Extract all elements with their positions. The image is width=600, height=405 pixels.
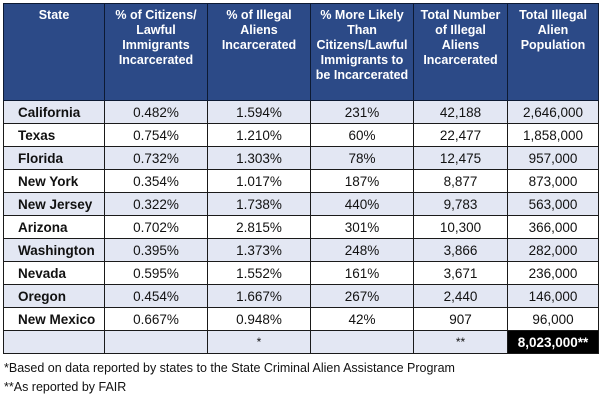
state-cell: New Jersey bbox=[3, 192, 105, 216]
table-cell: 1.017% bbox=[207, 169, 311, 193]
table-cell: 161% bbox=[310, 261, 414, 285]
state-cell: New Mexico bbox=[3, 307, 105, 331]
header-illegal-pct: % of Illegal Aliens Incarcerated bbox=[207, 3, 311, 101]
footnote: *Based on data reported by states to the… bbox=[4, 361, 455, 375]
table-cell: 1.303% bbox=[207, 146, 311, 170]
table-row: California 0.482% 1.594% 231% 42,188 2,6… bbox=[3, 100, 599, 124]
table-cell: 1.210% bbox=[207, 123, 311, 147]
table-cell: 0.482% bbox=[104, 100, 208, 124]
table-cell: 440% bbox=[310, 192, 414, 216]
table-cell: 42,188 bbox=[413, 100, 508, 124]
table-cell: 3,866 bbox=[413, 238, 508, 262]
table-cell: 282,000 bbox=[507, 238, 599, 262]
table-row: Arizona 0.702% 2.815% 301% 10,300 366,00… bbox=[3, 215, 599, 239]
header-row: State % of Citizens/ Lawful Immigrants I… bbox=[3, 3, 599, 101]
grand-total-cell: 8,023,000** bbox=[507, 330, 599, 354]
state-cell: Washington bbox=[3, 238, 105, 262]
state-cell: Oregon bbox=[3, 284, 105, 308]
total-cell: ** bbox=[413, 330, 508, 354]
table-cell: 2,440 bbox=[413, 284, 508, 308]
table-cell: 0.948% bbox=[207, 307, 311, 331]
table-cell: 0.322% bbox=[104, 192, 208, 216]
total-row: * ** 8,023,000** bbox=[3, 330, 599, 354]
table-row: Washington 0.395% 1.373% 248% 3,866 282,… bbox=[3, 238, 599, 262]
table-cell: 8,877 bbox=[413, 169, 508, 193]
table-cell: 563,000 bbox=[507, 192, 599, 216]
footnote: **As reported by FAIR bbox=[4, 380, 127, 394]
header-total-incarcerated: Total Number of Illegal Aliens Incarcera… bbox=[413, 3, 508, 101]
table-row: Florida 0.732% 1.303% 78% 12,475 957,000 bbox=[3, 146, 599, 170]
table-cell: 1.667% bbox=[207, 284, 311, 308]
total-cell bbox=[310, 330, 414, 354]
total-cell: * bbox=[207, 330, 311, 354]
table-cell: 236,000 bbox=[507, 261, 599, 285]
table-cell: 2,646,000 bbox=[507, 100, 599, 124]
table-cell: 2.815% bbox=[207, 215, 311, 239]
table-cell: 1.594% bbox=[207, 100, 311, 124]
table-row: Nevada 0.595% 1.552% 161% 3,671 236,000 bbox=[3, 261, 599, 285]
table-cell: 0.595% bbox=[104, 261, 208, 285]
table-cell: 366,000 bbox=[507, 215, 599, 239]
table-row: Texas 0.754% 1.210% 60% 22,477 1,858,000 bbox=[3, 123, 599, 147]
table-cell: 957,000 bbox=[507, 146, 599, 170]
table-cell: 146,000 bbox=[507, 284, 599, 308]
table-cell: 96,000 bbox=[507, 307, 599, 331]
state-cell: Nevada bbox=[3, 261, 105, 285]
table-cell: 1.373% bbox=[207, 238, 311, 262]
table-cell: 42% bbox=[310, 307, 414, 331]
table-row: New Mexico 0.667% 0.948% 42% 907 96,000 bbox=[3, 307, 599, 331]
table-cell: 9,783 bbox=[413, 192, 508, 216]
table-cell: 22,477 bbox=[413, 123, 508, 147]
table-cell: 873,000 bbox=[507, 169, 599, 193]
table-cell: 267% bbox=[310, 284, 414, 308]
table-cell: 907 bbox=[413, 307, 508, 331]
table-cell: 0.732% bbox=[104, 146, 208, 170]
header-citizens-pct: % of Citizens/ Lawful Immigrants Incarce… bbox=[104, 3, 208, 101]
footnotes: *Based on data reported by states to the… bbox=[4, 359, 455, 397]
state-cell: Arizona bbox=[3, 215, 105, 239]
state-cell: California bbox=[3, 100, 105, 124]
total-cell bbox=[3, 330, 105, 354]
total-cell bbox=[104, 330, 208, 354]
table-cell: 0.454% bbox=[104, 284, 208, 308]
table-cell: 0.667% bbox=[104, 307, 208, 331]
table-cell: 187% bbox=[310, 169, 414, 193]
table-cell: 3,671 bbox=[413, 261, 508, 285]
state-cell: New York bbox=[3, 169, 105, 193]
header-total-population: Total Illegal Alien Population bbox=[507, 3, 599, 101]
table-cell: 10,300 bbox=[413, 215, 508, 239]
table-cell: 60% bbox=[310, 123, 414, 147]
state-cell: Texas bbox=[3, 123, 105, 147]
incarceration-table: State % of Citizens/ Lawful Immigrants I… bbox=[3, 3, 599, 354]
table-cell: 0.395% bbox=[104, 238, 208, 262]
table-row: New Jersey 0.322% 1.738% 440% 9,783 563,… bbox=[3, 192, 599, 216]
table-row: Oregon 0.454% 1.667% 267% 2,440 146,000 bbox=[3, 284, 599, 308]
table-cell: 231% bbox=[310, 100, 414, 124]
table-cell: 78% bbox=[310, 146, 414, 170]
table-cell: 1.738% bbox=[207, 192, 311, 216]
table-cell: 0.754% bbox=[104, 123, 208, 147]
table-cell: 1,858,000 bbox=[507, 123, 599, 147]
header-more-likely: % More Likely Than Citizens/Lawful Immig… bbox=[310, 3, 414, 101]
table-cell: 301% bbox=[310, 215, 414, 239]
table-cell: 248% bbox=[310, 238, 414, 262]
incarceration-table-container: State % of Citizens/ Lawful Immigrants I… bbox=[3, 3, 599, 354]
state-cell: Florida bbox=[3, 146, 105, 170]
header-state: State bbox=[3, 3, 105, 101]
table-cell: 0.354% bbox=[104, 169, 208, 193]
table-cell: 0.702% bbox=[104, 215, 208, 239]
table-cell: 12,475 bbox=[413, 146, 508, 170]
table-row: New York 0.354% 1.017% 187% 8,877 873,00… bbox=[3, 169, 599, 193]
table-cell: 1.552% bbox=[207, 261, 311, 285]
